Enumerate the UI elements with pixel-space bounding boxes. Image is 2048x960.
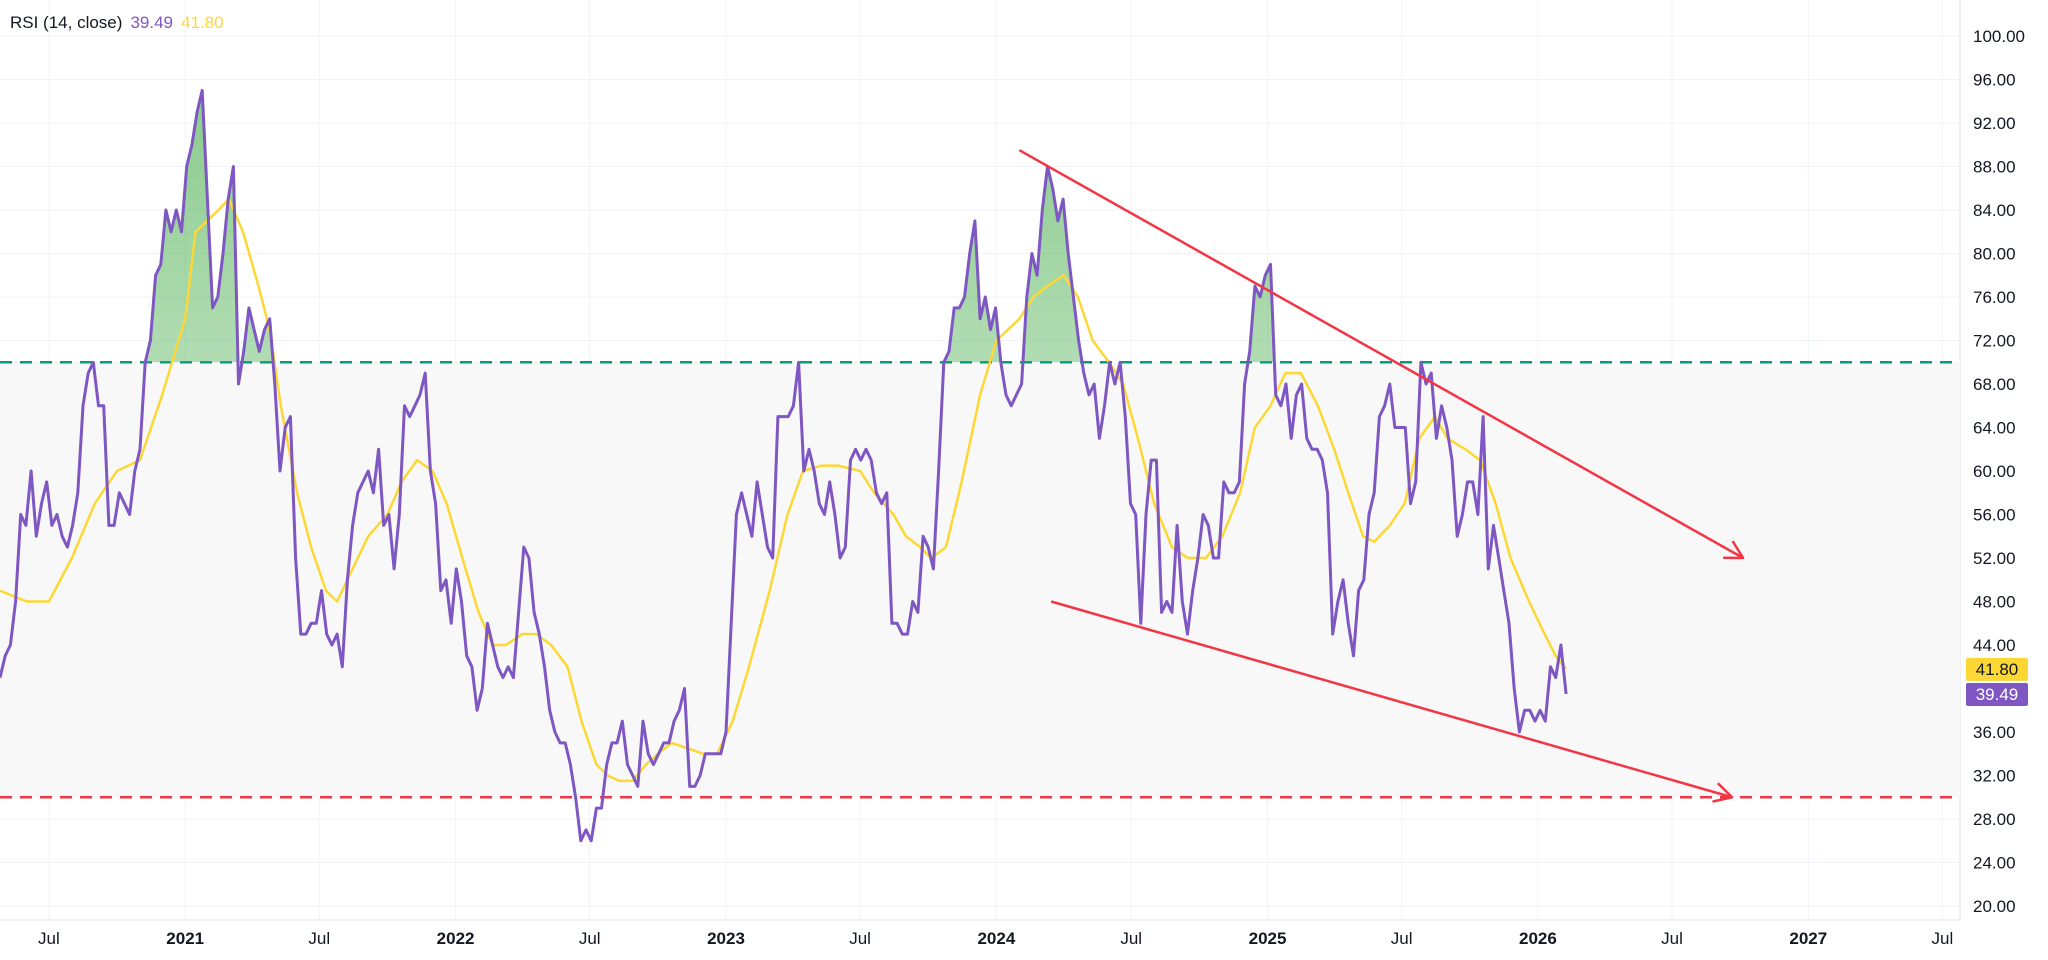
arrowhead [1723,540,1745,560]
trendlines[interactable] [1018,149,1745,803]
y-tick-label: 36.00 [1973,723,2016,742]
x-tick-label: Jul [1661,929,1683,948]
ma-value-label: 41.80 [180,13,224,32]
x-tick-label: 2026 [1519,929,1557,948]
y-tick-label: 100.00 [1973,27,2025,46]
indicator-title: RSI (14, close) [10,13,123,32]
x-tick-label: Jul [579,929,601,948]
x-tick-label: 2027 [1789,929,1827,948]
upper-trendline [1018,149,1744,560]
x-tick-label: Jul [38,929,60,948]
y-tick-label: 80.00 [1973,245,2016,264]
value-badge [1966,657,2028,681]
x-tick-label: Jul [1391,929,1413,948]
y-tick-label: 88.00 [1973,158,2016,177]
value-badge-label: 41.80 [1976,660,2019,679]
overbought-fill [0,90,1567,363]
x-tick-label: Jul [308,929,330,948]
y-tick-label: 52.00 [1973,549,2016,568]
x-tick-label: Jul [1932,929,1954,948]
x-tick-label: 2025 [1249,929,1287,948]
y-tick-label: 20.00 [1973,897,2016,916]
y-tick-label: 68.00 [1973,375,2016,394]
x-tick-label: Jul [849,929,871,948]
x-tick-label: 2022 [437,929,475,948]
y-tick-label: 48.00 [1973,593,2016,612]
y-tick-label: 96.00 [1973,71,2016,90]
value-badge-label: 39.49 [1976,685,2019,704]
lower-trendline [1050,600,1733,799]
y-tick-label: 76.00 [1973,288,2016,307]
y-tick-label: 84.00 [1973,201,2016,220]
y-tick-label: 72.00 [1973,332,2016,351]
y-tick-label: 92.00 [1973,114,2016,133]
y-tick-label: 60.00 [1973,462,2016,481]
x-tick-label: Jul [1120,929,1142,948]
price-axis: 100.00 96.00 92.00 88.00 84.00 80.00 76.00 72.0… [1973,27,2025,916]
overbought-area [0,90,1567,363]
rsi-line [0,88,1568,843]
y-tick-label: 32.00 [1973,767,2016,786]
y-tick-label: 56.00 [1973,506,2016,525]
y-tick-label: 24.00 [1973,854,2016,873]
x-tick-label: 2021 [166,929,204,948]
x-tick-label: 2024 [977,929,1015,948]
ma-line [0,197,1568,783]
band-background [0,362,1960,798]
y-tick-label: 44.00 [1973,636,2016,655]
y-tick-label: 28.00 [1973,810,2016,829]
arrowhead [1712,782,1734,803]
indicator-legend: RSI (14, close) 39.49 41.80 [10,13,232,33]
value-badges: 41.80 39.49 [1966,657,2028,707]
y-tick-label: 64.00 [1973,419,2016,438]
x-tick-label: 2023 [707,929,745,948]
rsi-value-label: 39.49 [130,13,173,32]
time-axis: Jul 2021 Jul 2022 Jul 2023 Jul 2024 Jul 2025 Jul 20… [38,929,1953,948]
series [0,88,1568,843]
rsi-band [0,361,1960,799]
value-badge [1966,683,2028,707]
